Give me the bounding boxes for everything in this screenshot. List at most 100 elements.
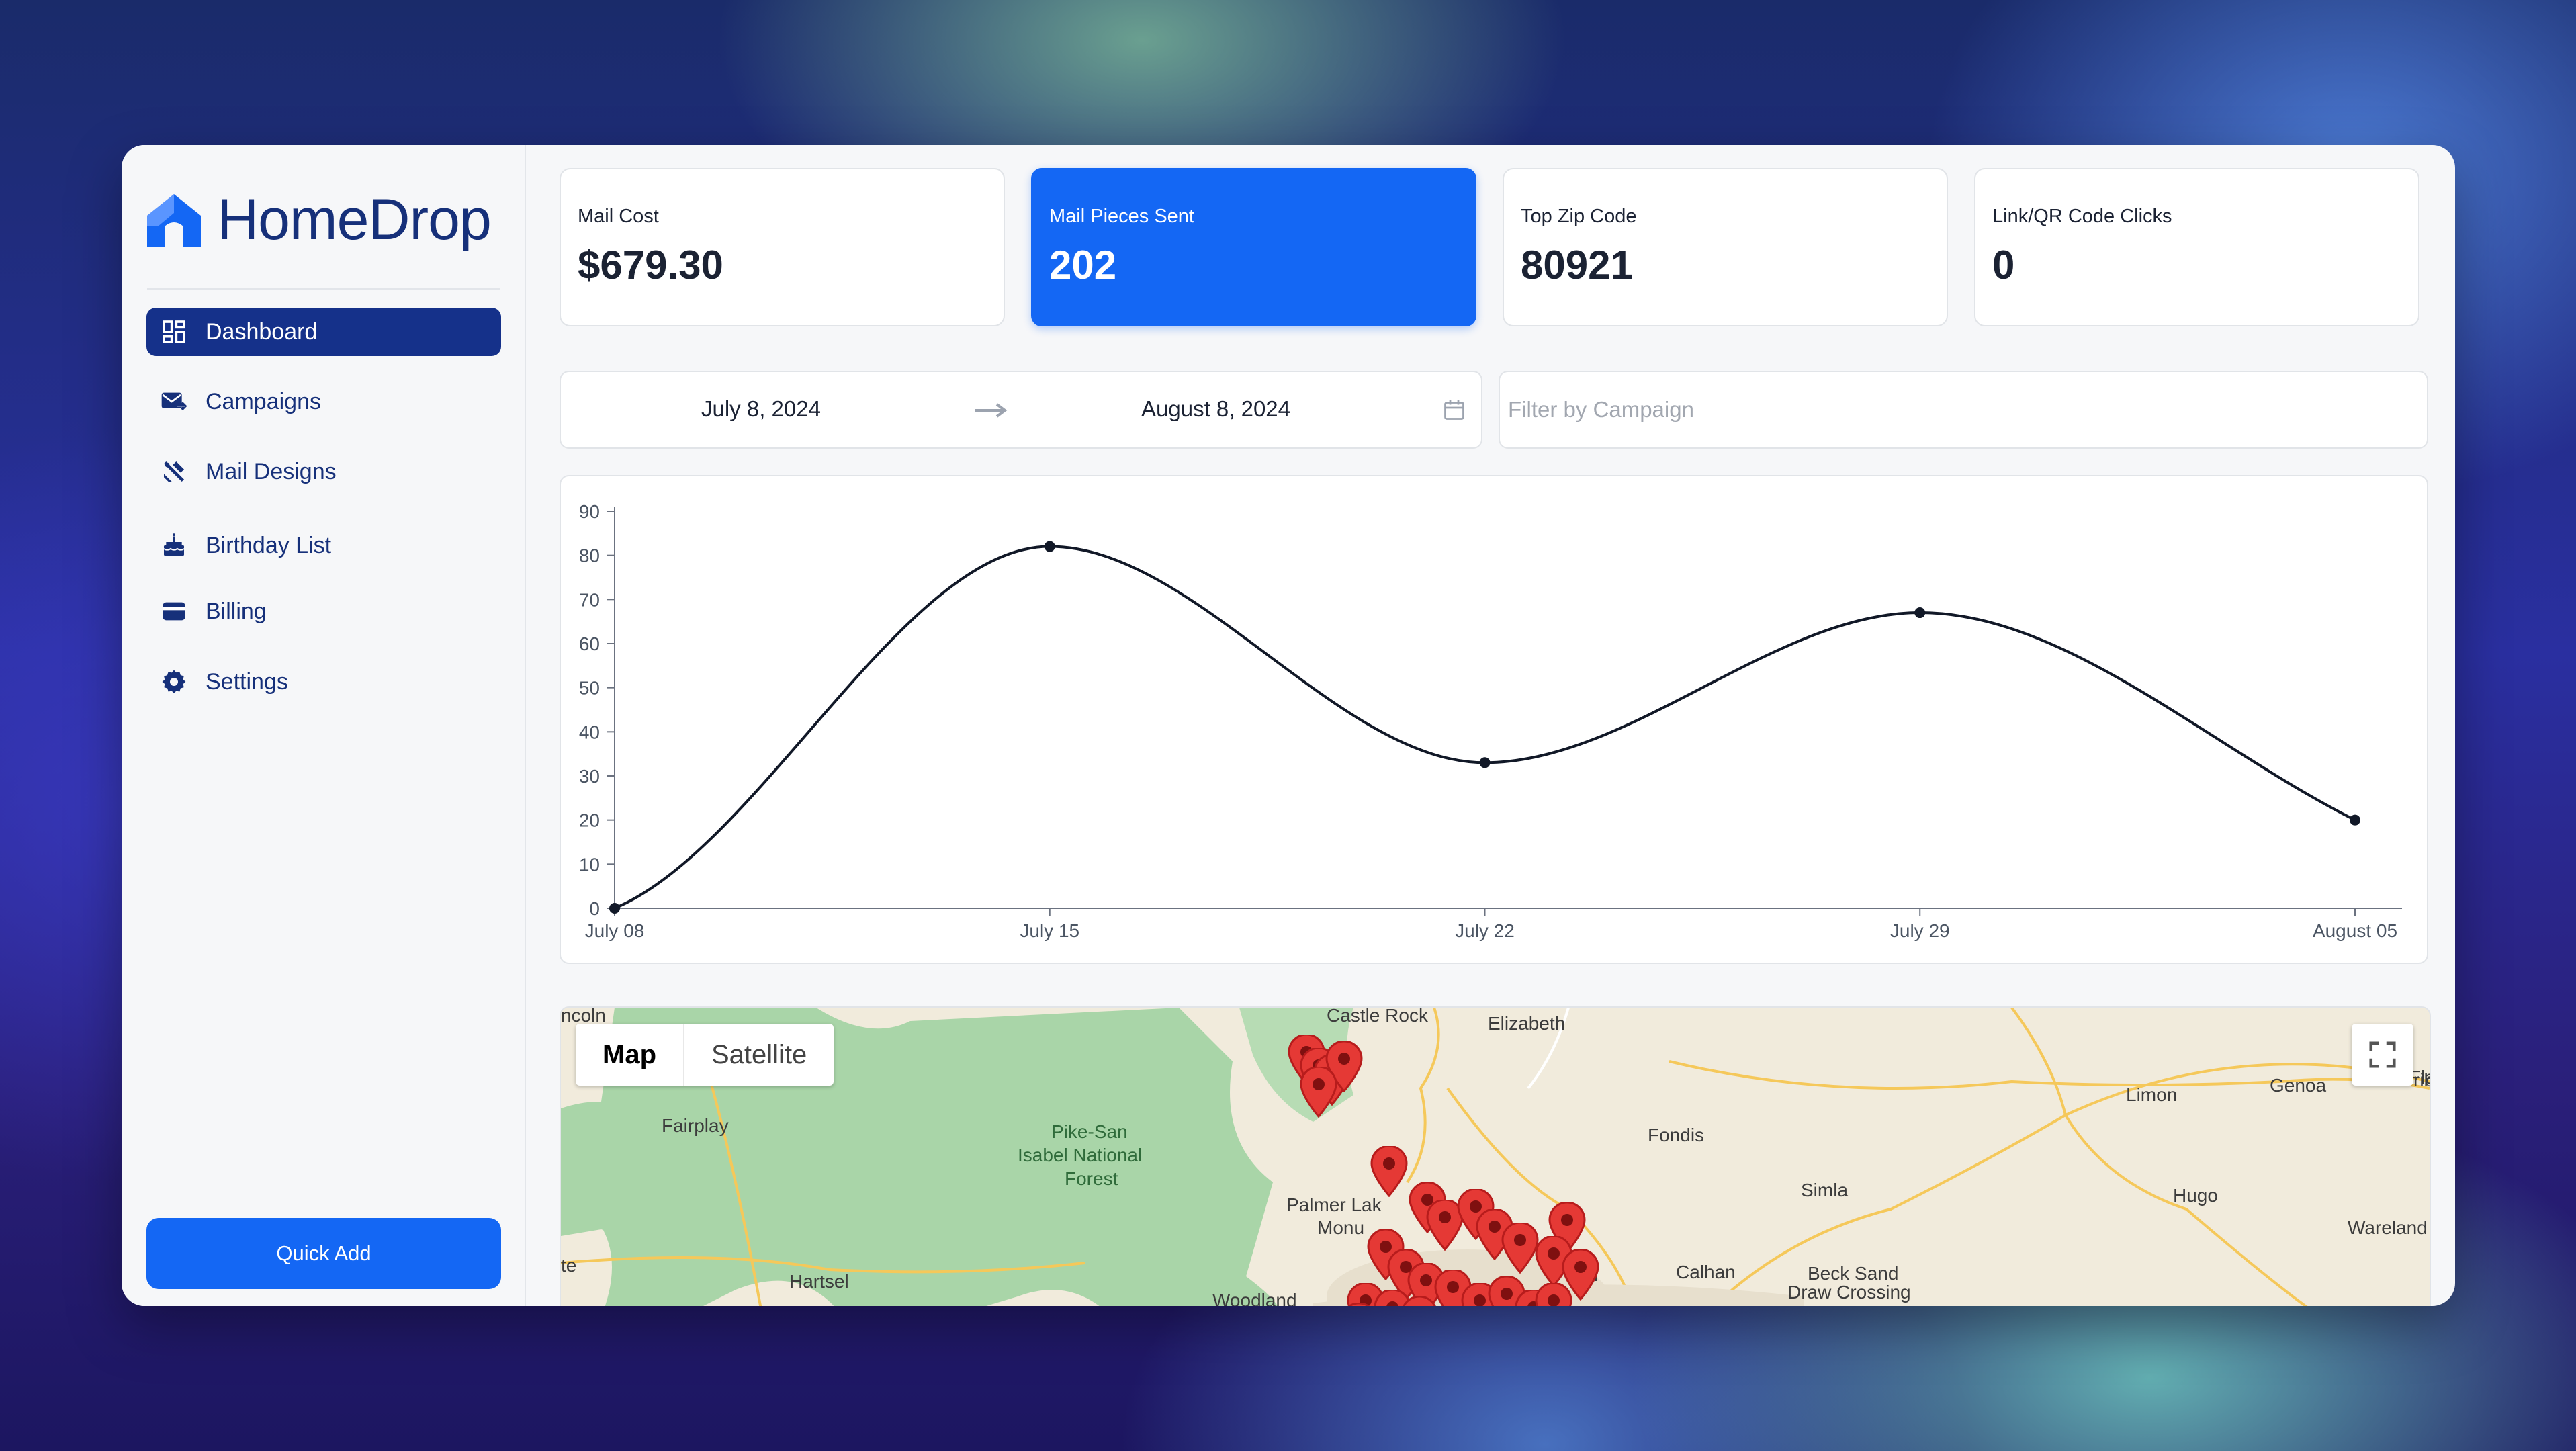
- end-date-input[interactable]: August 8, 2024: [1141, 396, 1291, 421]
- map-label: Beck Sand: [1808, 1263, 1899, 1284]
- map-marker-icon[interactable]: [1535, 1283, 1572, 1306]
- mail-send-icon: [160, 388, 188, 416]
- map-tab-satellite[interactable]: Satellite: [711, 1039, 807, 1069]
- y-tick-label: 50: [579, 678, 600, 699]
- sidebar-item-label: Billing: [206, 598, 267, 624]
- fullscreen-icon: [2369, 1041, 2396, 1068]
- map-label: Castle Rock: [1327, 1006, 1428, 1026]
- map-marker-icon[interactable]: [1501, 1223, 1539, 1274]
- map-label: Calhan: [1676, 1262, 1736, 1282]
- data-point: [609, 903, 620, 914]
- map-marker-icon[interactable]: [1562, 1249, 1599, 1301]
- x-tick-label: July 29: [1890, 920, 1950, 941]
- design-tools-icon: [160, 457, 188, 486]
- y-tick-label: 0: [589, 898, 600, 919]
- sidebar-divider: [147, 288, 500, 290]
- house-logo-icon: [147, 193, 201, 247]
- sidebar-item-campaigns[interactable]: Campaigns: [146, 378, 501, 426]
- sidebar-item-settings[interactable]: Settings: [146, 658, 501, 706]
- campaign-filter-input[interactable]: Filter by Campaign: [1499, 371, 2428, 449]
- stat-value: 0: [1992, 243, 2015, 288]
- y-tick-label: 30: [579, 766, 600, 787]
- stat-value: $679.30: [578, 243, 723, 288]
- dashboard-icon: [160, 318, 188, 346]
- map-label: Fondis: [1648, 1125, 1705, 1145]
- map-label: Draw Crossing: [1787, 1282, 1911, 1303]
- map-marker-icon[interactable]: [1426, 1200, 1464, 1251]
- stat-label: Mail Pieces Sent: [1049, 206, 1194, 227]
- map-tab-map[interactable]: Map: [576, 1024, 684, 1086]
- stat-label: Top Zip Code: [1521, 206, 1637, 227]
- map-label: Elizabeth: [1488, 1013, 1566, 1034]
- brand-logo[interactable]: HomeDrop: [146, 187, 492, 253]
- stat-card-link-clicks[interactable]: Link/QR Code Clicks 0: [1974, 168, 2419, 326]
- app-window: HomeDrop Dashboard Campaigns Mail Design…: [122, 145, 2455, 1306]
- map-marker-icon[interactable]: [1300, 1067, 1337, 1118]
- y-tick-label: 70: [579, 589, 600, 610]
- x-tick-label: July 22: [1455, 920, 1515, 941]
- x-tick-label: July 15: [1020, 920, 1079, 941]
- map-label: Hugo: [2173, 1185, 2218, 1206]
- series-line: [614, 545, 2356, 910]
- y-tick-label: 60: [579, 633, 600, 654]
- quick-add-button[interactable]: Quick Add: [146, 1218, 501, 1289]
- sidebar-item-label: Campaigns: [206, 388, 321, 414]
- map-marker-icon[interactable]: [1374, 1290, 1411, 1306]
- stat-label: Mail Cost: [578, 206, 659, 227]
- stat-value: 80921: [1521, 243, 1633, 288]
- map-label: Isabel National: [1018, 1145, 1143, 1166]
- start-date-input[interactable]: July 8, 2024: [701, 396, 821, 421]
- map-marker-icon[interactable]: [1340, 1303, 1378, 1306]
- x-tick-label: July 08: [585, 920, 645, 941]
- mail-map[interactable]: Castle Rock Elizabeth Fairplay Pike-San …: [560, 1006, 2431, 1306]
- map-label: Woodland: [1212, 1290, 1297, 1306]
- stat-label: Link/QR Code Clicks: [1992, 206, 2172, 227]
- y-tick-label: 90: [579, 501, 600, 522]
- x-tick-label: August 05: [2313, 920, 2397, 941]
- cake-icon: [160, 531, 188, 560]
- map-label: Fairplay: [662, 1115, 729, 1136]
- map-type-toggle[interactable]: Map Satellite: [576, 1024, 834, 1086]
- stat-card-top-zip-code[interactable]: Top Zip Code 80921: [1503, 168, 1948, 326]
- brand-name: HomeDrop: [217, 187, 492, 252]
- map-label: Palmer Lak: [1286, 1194, 1382, 1215]
- calendar-icon[interactable]: [1442, 398, 1466, 422]
- map-marker-icon[interactable]: [1347, 1283, 1384, 1306]
- sidebar-item-birthday-list[interactable]: Birthday List: [146, 521, 501, 570]
- map-label: Forest: [1065, 1168, 1118, 1189]
- sidebar: HomeDrop Dashboard Campaigns Mail Design…: [122, 145, 526, 1306]
- gear-icon: [160, 668, 188, 696]
- data-point: [1044, 541, 1055, 552]
- map-label: Hartsel: [789, 1271, 849, 1292]
- sidebar-item-billing[interactable]: Billing: [146, 587, 501, 635]
- data-point: [1914, 607, 1926, 619]
- y-tick-label: 80: [579, 545, 600, 566]
- y-tick-label: 20: [579, 810, 600, 831]
- map-label: Simla: [1801, 1180, 1849, 1200]
- line-chart: 0 10 20 30 40 50 60 70 80 90 July 08 July 15 July 22…: [579, 501, 2402, 941]
- data-point: [1479, 757, 1491, 768]
- arrow-right-icon: [975, 403, 1008, 418]
- sidebar-item-label: Mail Designs: [206, 458, 337, 484]
- map-label: ncoln: [561, 1006, 606, 1026]
- sidebar-item-mail-designs[interactable]: Mail Designs: [146, 447, 501, 496]
- stat-card-mail-pieces-sent[interactable]: Mail Pieces Sent 202: [1031, 168, 1476, 326]
- sidebar-item-label: Birthday List: [206, 532, 332, 558]
- y-tick-label: 10: [579, 854, 600, 875]
- sidebar-item-dashboard[interactable]: Dashboard: [146, 308, 501, 356]
- date-range-picker[interactable]: July 8, 2024 August 8, 2024: [560, 371, 1482, 449]
- map-label: Wareland: [2348, 1217, 2428, 1238]
- map-label: Monu: [1317, 1217, 1365, 1238]
- fullscreen-button[interactable]: [2352, 1024, 2413, 1086]
- map-background: [561, 1008, 2430, 1306]
- map-label: Limon: [2126, 1084, 2178, 1105]
- stat-card-mail-cost[interactable]: Mail Cost $679.30: [560, 168, 1005, 326]
- map-label: Pike-San: [1051, 1121, 1128, 1142]
- map-marker-icon[interactable]: [1401, 1296, 1438, 1306]
- map-marker-icon[interactable]: [1370, 1146, 1408, 1197]
- map-marker-icon[interactable]: [1461, 1283, 1499, 1306]
- credit-card-icon: [160, 597, 188, 625]
- sidebar-item-label: Dashboard: [206, 318, 318, 345]
- data-point: [2350, 814, 2360, 826]
- mail-pieces-chart: 0 10 20 30 40 50 60 70 80 90 July 08 July 15 July 22…: [560, 475, 2428, 964]
